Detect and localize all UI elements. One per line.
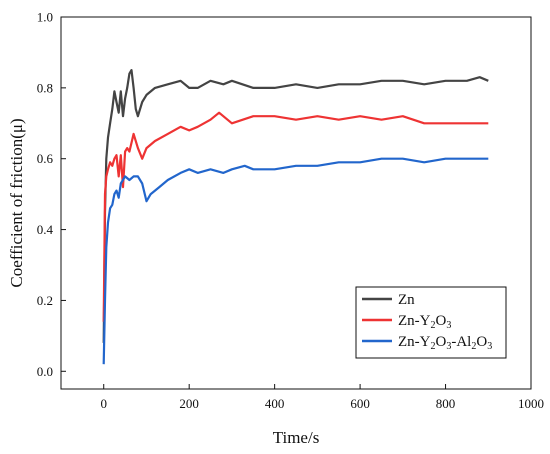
- series-line-0: [102, 68, 489, 343]
- plot-frame: [60, 16, 532, 390]
- axis-ticks: 0 200 400 600 800 1000 0.0 0.2 0.4 0.6 0.8 1.0: [37, 10, 544, 412]
- x-axis-title: Time/s: [273, 428, 320, 447]
- y-tick-label: 0.6: [37, 151, 54, 166]
- y-tick-label: 0.2: [37, 293, 53, 308]
- legend-label-1: Zn-Y2O3: [398, 313, 451, 331]
- y-tick-label: 0.8: [37, 80, 53, 95]
- x-tick-label: 800: [436, 396, 456, 411]
- y-axis-title: Coefficient of friction(μ): [7, 118, 26, 287]
- y-tick-label: 1.0: [37, 10, 53, 25]
- x-tick-label: 1000: [518, 396, 544, 411]
- legend-label-2: Zn-Y2O3-Al2O3: [398, 334, 492, 352]
- y-tick-label: 0.4: [37, 222, 54, 237]
- y-tick-label: 0.0: [37, 364, 53, 379]
- x-tick-label: 200: [179, 396, 199, 411]
- legend-box: [355, 286, 507, 359]
- series-line-2: [102, 157, 489, 365]
- series-line-1: [102, 111, 489, 322]
- x-tick-label: 0: [100, 396, 107, 411]
- x-tick-label: 600: [350, 396, 370, 411]
- series-layer: [102, 68, 489, 365]
- legend: Zn Zn-Y2O3 Zn-Y2O3-Al2O3: [355, 286, 507, 359]
- x-tick-label: 400: [265, 396, 285, 411]
- legend-label-0: Zn: [398, 292, 415, 308]
